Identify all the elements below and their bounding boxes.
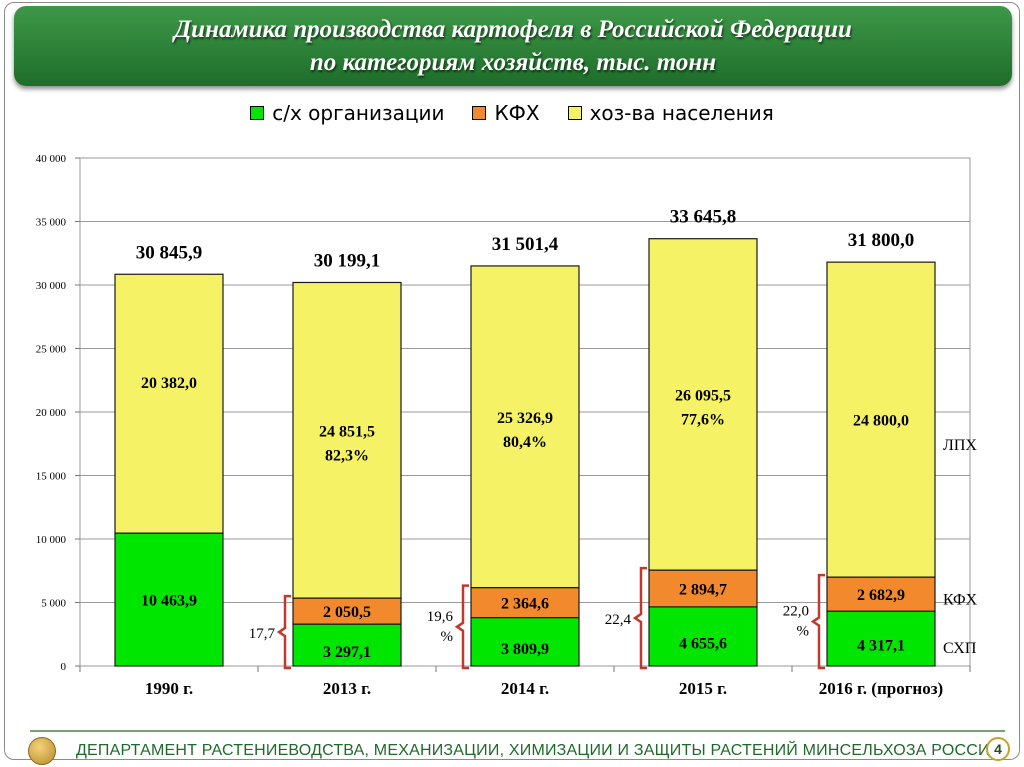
bar-segment-agri-orgs (292, 623, 402, 667)
legend-swatch-agri-orgs (250, 106, 265, 120)
share-bracket-label: % (797, 624, 810, 640)
slide-frame (4, 2, 1020, 760)
data-label-agri-orgs: 4 317,1 (857, 638, 905, 655)
legend-label: хоз-ва населения (589, 101, 774, 125)
x-tick-label: 2014 г. (501, 679, 549, 698)
bar-segment-households (470, 265, 580, 589)
total-label: 31 501,4 (492, 234, 559, 255)
footer-divider (30, 730, 1005, 732)
data-label-farms: 2 894,7 (679, 581, 727, 598)
ministry-emblem-icon (28, 737, 56, 765)
x-tick-label: 2013 г. (323, 679, 371, 698)
data-label-share: 82,3% (325, 447, 369, 464)
data-label-share: 80,4% (503, 434, 547, 451)
data-label-households: 25 326,9 (497, 410, 553, 427)
data-label-farms: 2 364,6 (501, 596, 549, 613)
share-bracket (810, 573, 825, 670)
page-number: 4 (986, 737, 1010, 761)
x-tick-label: 1990 г. (145, 679, 193, 698)
share-bracket-label: 22,0 (783, 604, 809, 620)
share-bracket (276, 594, 291, 670)
legend-swatch-farms (472, 106, 487, 120)
bar-segment-agri-orgs (114, 532, 224, 667)
share-bracket-label: 22,4 (605, 612, 632, 628)
legend-swatch-households (567, 106, 582, 120)
data-label-households: 24 851,5 (319, 423, 375, 440)
page-subtitle: по категориям хозяйств, тыс. тонн (309, 49, 717, 76)
bar-segment-agri-orgs (826, 610, 936, 667)
bar-segment-households (114, 273, 224, 534)
x-tick-label: 2016 г. (прогноз) (819, 679, 943, 698)
legend-item-households: хоз-ва населения (567, 101, 774, 125)
data-label-agri-orgs: 3 297,1 (323, 644, 371, 661)
total-label: 33 645,8 (670, 207, 737, 228)
y-tick-label: 25 000 (36, 344, 67, 356)
y-tick-label: 15 000 (36, 471, 67, 483)
data-label-agri-orgs: 10 463,9 (141, 593, 197, 610)
legend-item-farms: КФХ (472, 101, 540, 125)
footer-department: ДЕПАРТАМЕНТ РАСТЕНИЕВОДСТВА, МЕХАНИЗАЦИИ… (76, 742, 1002, 759)
bar-segment-farms (826, 576, 936, 612)
y-tick-label: 30 000 (36, 280, 67, 292)
data-label-households: 24 800,0 (853, 413, 909, 430)
data-label-farms: 2 050,5 (323, 604, 371, 621)
chart-legend: с/х организации КФХ хоз-ва населения (0, 98, 1024, 128)
side-label: СХП (943, 640, 977, 657)
legend-label: с/х организации (272, 101, 445, 125)
legend-item-agri-orgs: с/х организации (250, 101, 444, 125)
y-tick-label: 0 (61, 661, 67, 673)
page-title: Динамика производства картофеля в Россий… (174, 16, 852, 43)
share-bracket-label: 19,6 (427, 609, 454, 625)
legend-label: КФХ (494, 101, 540, 125)
bar-segment-agri-orgs (648, 606, 758, 667)
share-bracket (632, 566, 647, 670)
data-label-agri-orgs: 4 655,6 (679, 635, 727, 652)
y-tick-label: 35 000 (36, 217, 67, 229)
bar-segment-households (292, 281, 402, 599)
total-label: 30 845,9 (136, 242, 203, 263)
bar-segment-households (648, 238, 758, 571)
share-bracket (454, 584, 469, 670)
side-label: КФХ (943, 592, 978, 609)
data-label-share: 77,6% (681, 411, 725, 428)
x-tick-label: 2015 г. (679, 679, 727, 698)
y-tick-label: 10 000 (36, 534, 67, 546)
bar-segment-farms (292, 597, 402, 625)
bar-segment-agri-orgs (470, 617, 580, 667)
bar-segment-households (826, 261, 936, 578)
share-bracket-label: % (441, 629, 454, 645)
share-bracket-label: 17,7 (249, 626, 276, 642)
y-tick-label: 20 000 (36, 407, 67, 419)
data-label-households: 26 095,5 (675, 387, 731, 404)
total-label: 31 800,0 (848, 230, 915, 251)
y-tick-label: 40 000 (36, 153, 67, 165)
y-tick-label: 5 000 (41, 598, 66, 610)
title-banner: Динамика производства картофеля в Россий… (14, 6, 1012, 86)
data-label-farms: 2 682,9 (857, 587, 905, 604)
total-label: 30 199,1 (314, 250, 381, 271)
bar-segment-farms (648, 569, 758, 608)
data-label-households: 20 382,0 (141, 375, 197, 392)
data-label-agri-orgs: 3 809,9 (501, 641, 549, 658)
side-label: ЛПХ (943, 437, 977, 454)
